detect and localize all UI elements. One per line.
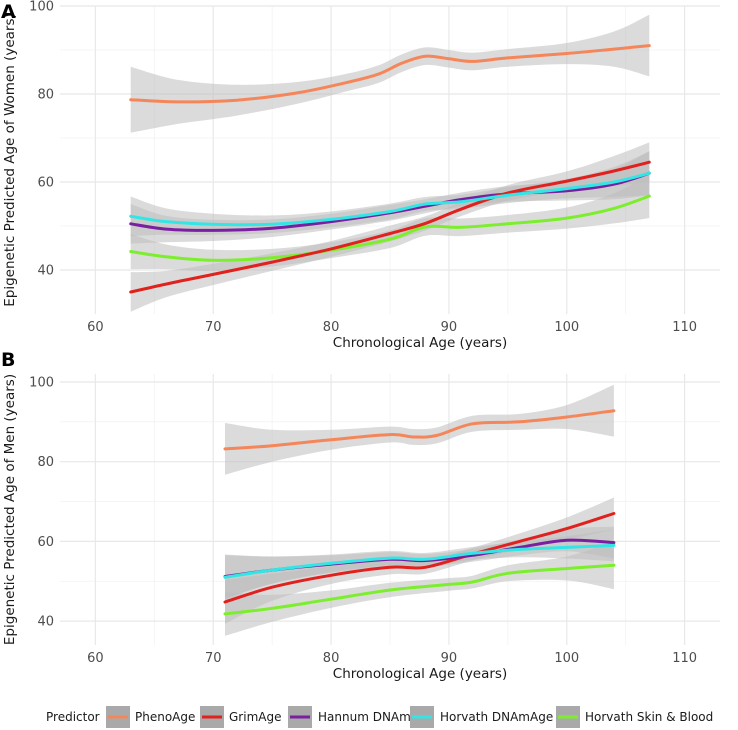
- confidence-bands: [225, 384, 614, 636]
- legend-label: PhenoAge: [135, 710, 195, 724]
- y-tick-label: 80: [37, 455, 54, 470]
- legend-item-grimage: GrimAge: [200, 706, 281, 728]
- legend-item-phenoage: PhenoAge: [106, 706, 195, 728]
- x-tick-label: 90: [441, 320, 458, 335]
- line-hannum-dnamage: [129, 171, 651, 232]
- x-axis-title: Chronological Age (years): [333, 666, 507, 682]
- line-phenoage: [223, 409, 616, 451]
- line-horvath-dnamage: [223, 543, 616, 579]
- legend-title: Predictor: [46, 710, 100, 724]
- legend-label: Horvath DNAmAge: [440, 710, 553, 724]
- legend-label: Horvath Skin & Blood: [585, 710, 713, 724]
- x-tick-label: 110: [672, 651, 697, 666]
- y-tick-label: 60: [37, 176, 54, 191]
- legend-item-hannum-dnamage: Hannum DNAmAge: [288, 706, 434, 728]
- line-grimage: [223, 512, 616, 604]
- y-tick-label: 60: [37, 535, 54, 550]
- line-phenoage: [129, 44, 651, 104]
- band-grimage: [130, 142, 650, 312]
- series-lines: [129, 44, 651, 294]
- y-tick-label: 40: [37, 615, 54, 630]
- x-tick-label: 70: [205, 651, 222, 666]
- band-phenoage: [225, 384, 614, 475]
- y-axis-title: Epigenetic Predicted Age of Women (years…: [2, 13, 18, 307]
- y-axis-title: Epigenetic Predicted Age of Men (years): [2, 374, 18, 645]
- x-tick-label: 110: [672, 320, 697, 335]
- band-horvath-skin-blood: [130, 174, 650, 271]
- x-axis-title: Chronological Age (years): [333, 335, 507, 351]
- legend-label: Hannum DNAmAge: [318, 710, 434, 724]
- confidence-bands: [130, 14, 650, 312]
- line-horvath-skin-blood: [223, 563, 616, 616]
- panels: 60 70 80 90 100 110 40 60 80 100 Chronological Age…: [1, 0, 720, 682]
- band-horvath-dnamage: [130, 151, 650, 237]
- line-horvath-dnamage: [129, 171, 651, 227]
- x-tick-label: 70: [205, 320, 222, 335]
- y-tick-label: 100: [29, 375, 54, 390]
- band-phenoage: [130, 14, 650, 133]
- panel-A: 60 70 80 90 100 110 40 60 80 100 Chronological Age…: [1, 0, 720, 351]
- panel-tag: A: [1, 1, 16, 23]
- x-tick-label: 100: [554, 651, 579, 666]
- x-tick-label: 80: [323, 320, 340, 335]
- panel-B: 60 70 80 90 100 110 40 60 80 100 Chronological Age…: [1, 349, 720, 682]
- x-tick-label: 60: [87, 320, 104, 335]
- panel-tag: B: [1, 349, 15, 371]
- line-grimage: [129, 160, 651, 294]
- series-lines: [223, 409, 616, 616]
- x-tick-label: 100: [554, 320, 579, 335]
- line-horvath-skin-blood: [129, 194, 651, 262]
- x-tick-label: 60: [87, 651, 104, 666]
- y-tick-label: 100: [29, 0, 54, 15]
- y-tick-label: 40: [37, 264, 54, 279]
- legend: Predictor PhenoAge GrimAge Hannum DNAmAge Ho…: [46, 706, 713, 728]
- legend-item-horvath-dnamage: Horvath DNAmAge: [410, 706, 553, 728]
- grid: [60, 374, 720, 645]
- legend-label: GrimAge: [229, 710, 281, 724]
- band-horvath-skin-blood: [225, 541, 614, 636]
- y-tick-label: 80: [37, 88, 54, 103]
- legend-item-horvath-skin-blood: Horvath Skin & Blood: [556, 706, 713, 728]
- x-tick-label: 80: [323, 651, 340, 666]
- x-tick-label: 90: [441, 651, 458, 666]
